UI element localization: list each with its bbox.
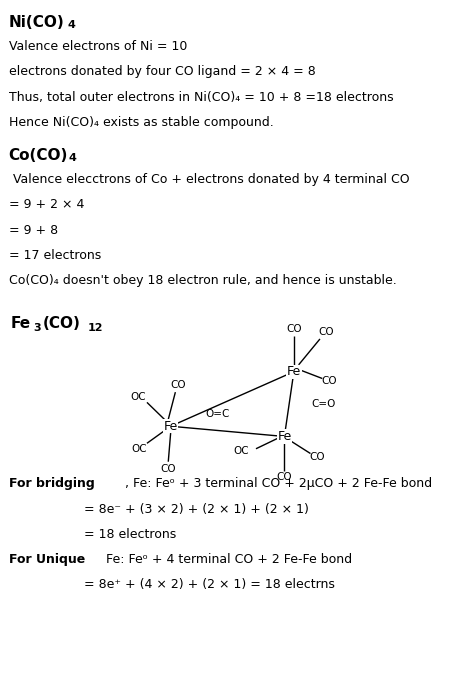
- Text: electrons donated by four CO ligand = 2 × 4 = 8: electrons donated by four CO ligand = 2 …: [9, 65, 315, 78]
- Text: = 8e⁺ + (4 × 2) + (2 × 1) = 18 electrns: = 8e⁺ + (4 × 2) + (2 × 1) = 18 electrns: [84, 578, 335, 591]
- Text: 12: 12: [88, 323, 103, 333]
- Text: = 8e⁻ + (3 × 2) + (2 × 1) + (2 × 1): = 8e⁻ + (3 × 2) + (2 × 1) + (2 × 1): [84, 503, 309, 516]
- Text: Co(CO): Co(CO): [9, 148, 68, 163]
- Text: OC: OC: [233, 447, 249, 456]
- Text: C=O: C=O: [311, 399, 336, 409]
- Text: Fe: Fe: [164, 419, 178, 433]
- Text: CO: CO: [310, 452, 325, 462]
- Text: = 9 + 8: = 9 + 8: [9, 224, 58, 237]
- Text: OC: OC: [131, 392, 146, 402]
- Text: Thus, total outer electrons in Ni(CO)₄ = 10 + 8 =18 electrons: Thus, total outer electrons in Ni(CO)₄ =…: [9, 91, 393, 104]
- Text: Valence elecctrons of Co + electrons donated by 4 terminal CO: Valence elecctrons of Co + electrons don…: [9, 173, 409, 186]
- Text: Fe: Feᵒ + 4 terminal CO + 2 Fe-Fe bond: Fe: Feᵒ + 4 terminal CO + 2 Fe-Fe bond: [102, 553, 353, 566]
- Text: CO: CO: [161, 464, 176, 474]
- Text: (CO): (CO): [43, 316, 81, 331]
- Text: CO: CO: [319, 327, 334, 337]
- Text: = 18 electrons: = 18 electrons: [84, 528, 177, 541]
- Text: = 9 + 2 × 4: = 9 + 2 × 4: [9, 198, 84, 211]
- Text: Fe: Fe: [11, 316, 31, 331]
- Text: For Unique: For Unique: [9, 553, 85, 566]
- Text: = 17 electrons: = 17 electrons: [9, 249, 101, 262]
- Text: Fe: Fe: [277, 430, 292, 443]
- Text: CO: CO: [286, 325, 301, 334]
- Text: 4: 4: [68, 20, 76, 31]
- Text: 3: 3: [34, 323, 41, 333]
- Text: OC: OC: [131, 444, 146, 454]
- Text: Ni(CO): Ni(CO): [9, 15, 64, 30]
- Text: , Fe: Feᵒ + 3 terminal CO + 2μCO + 2 Fe-Fe bond: , Fe: Feᵒ + 3 terminal CO + 2μCO + 2 Fe-…: [125, 477, 432, 490]
- Text: Valence electrons of Ni = 10: Valence electrons of Ni = 10: [9, 40, 187, 53]
- Text: CO: CO: [322, 376, 337, 385]
- Text: O=C: O=C: [206, 409, 230, 419]
- Text: Co(CO)₄ doesn't obey 18 electron rule, and hence is unstable.: Co(CO)₄ doesn't obey 18 electron rule, a…: [9, 274, 396, 287]
- Text: 4: 4: [69, 153, 77, 164]
- Text: CO: CO: [277, 473, 292, 482]
- Text: Hence Ni(CO)₄ exists as stable compound.: Hence Ni(CO)₄ exists as stable compound.: [9, 116, 273, 129]
- Text: Fe: Fe: [287, 365, 301, 379]
- Text: CO: CO: [170, 381, 185, 390]
- Text: For bridging: For bridging: [9, 477, 94, 490]
